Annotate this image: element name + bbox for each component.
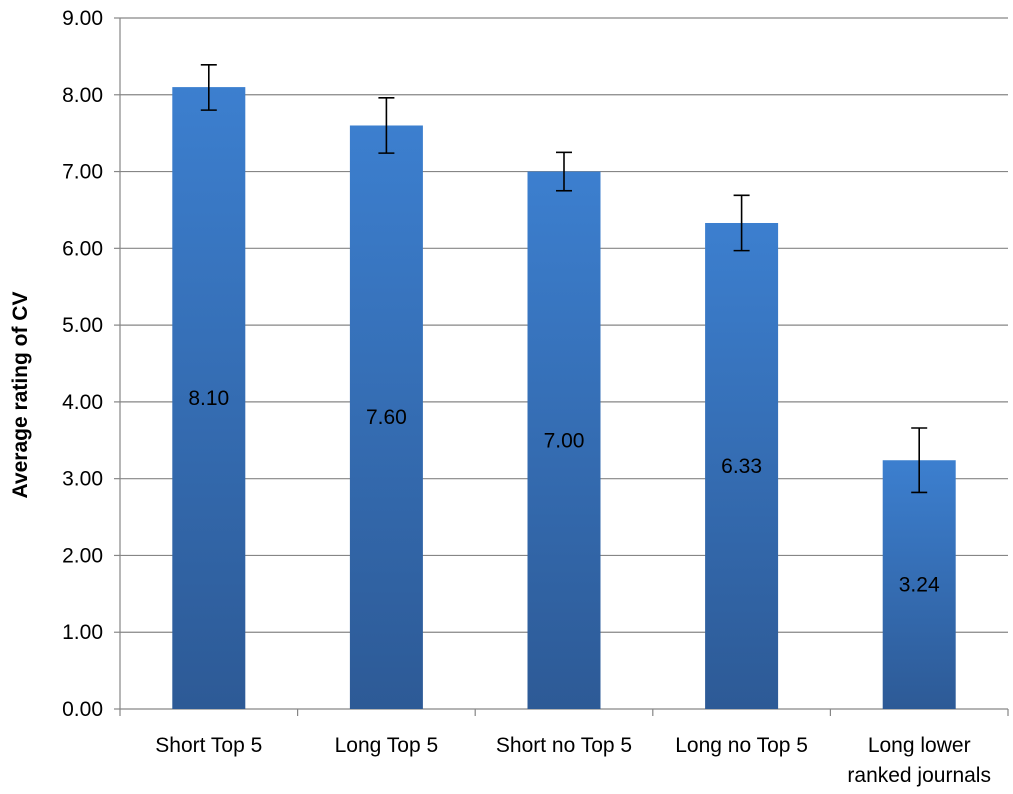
y-tick-label: 1.00 — [62, 621, 103, 644]
bar — [882, 460, 956, 709]
data-labels: 8.10 7.60 7.00 6.33 3.24 — [188, 387, 940, 597]
x-tick-label: Short Top 5 — [155, 734, 262, 757]
data-label: 6.33 — [721, 455, 762, 478]
x-tick-label-line: Long lower — [868, 734, 971, 757]
bar — [172, 87, 246, 710]
data-label: 8.10 — [188, 387, 229, 410]
y-tick-labels: 0.00 1.00 2.00 3.00 4.00 5.00 6.00 7.00 8.00 9.00 — [62, 7, 103, 721]
x-tick-label-line: Long Top 5 — [335, 734, 439, 757]
error-bars — [200, 64, 928, 494]
x-tick-label-line: Short no Top 5 — [496, 734, 632, 757]
bars — [172, 87, 956, 710]
y-tick-label: 3.00 — [62, 468, 103, 491]
data-label: 3.24 — [899, 574, 940, 597]
y-tick-label: 9.00 — [62, 7, 103, 30]
y-tick-label: 4.00 — [62, 391, 103, 414]
bar — [527, 171, 601, 710]
bar — [349, 125, 423, 709]
data-label: 7.60 — [366, 406, 407, 429]
x-tick-label: Long lower ranked journals — [847, 734, 991, 787]
y-axis-title: Average rating of CV — [9, 292, 32, 499]
y-tick-label: 2.00 — [62, 544, 103, 567]
bar — [705, 222, 779, 709]
x-tick-label-line: Long no Top 5 — [675, 734, 808, 757]
y-tick-label: 6.00 — [62, 237, 103, 260]
y-tick-label: 8.00 — [62, 84, 103, 107]
x-tick-label: Long Top 5 — [335, 734, 439, 757]
y-tick-label: 0.00 — [62, 698, 103, 721]
x-tick-label: Long no Top 5 — [675, 734, 808, 757]
data-label: 7.00 — [544, 429, 585, 452]
y-tick-label: 7.00 — [62, 161, 103, 184]
x-tick-label-line: ranked journals — [847, 764, 991, 787]
x-tick-label-line: Short Top 5 — [155, 734, 262, 757]
y-tick-label: 5.00 — [62, 314, 103, 337]
x-tick-labels: Short Top 5 Long Top 5 Short no Top 5 Long … — [155, 734, 991, 787]
x-tick-label: Short no Top 5 — [496, 734, 632, 757]
